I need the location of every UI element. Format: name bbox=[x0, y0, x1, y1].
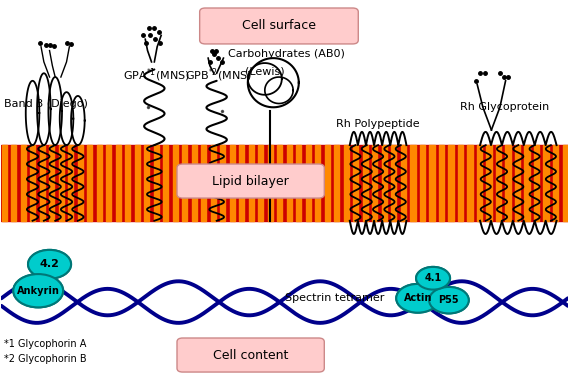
Bar bbox=[30, 145, 35, 221]
Text: *1 Glycophorin A: *1 Glycophorin A bbox=[4, 339, 87, 349]
Bar bbox=[315, 145, 320, 221]
Circle shape bbox=[13, 274, 63, 307]
Bar bbox=[486, 145, 491, 221]
Bar bbox=[448, 145, 453, 221]
Bar bbox=[97, 145, 102, 221]
Text: 4.2: 4.2 bbox=[40, 259, 60, 269]
Circle shape bbox=[28, 250, 71, 279]
Bar bbox=[77, 145, 83, 221]
Bar bbox=[515, 145, 520, 221]
Bar bbox=[220, 145, 226, 221]
Text: Band 3 (Diego): Band 3 (Diego) bbox=[4, 99, 88, 109]
Text: (Lewis): (Lewis) bbox=[245, 66, 285, 76]
Bar bbox=[335, 145, 339, 221]
Bar bbox=[467, 145, 472, 221]
Text: GPA$^{*1}$(MNS): GPA$^{*1}$(MNS) bbox=[123, 66, 190, 84]
Bar bbox=[344, 145, 349, 221]
Bar bbox=[2, 145, 7, 221]
Bar bbox=[249, 145, 254, 221]
Bar bbox=[201, 145, 207, 221]
Text: Ankyrin: Ankyrin bbox=[17, 286, 60, 296]
Bar bbox=[553, 145, 558, 221]
Bar bbox=[144, 145, 149, 221]
Text: Cell content: Cell content bbox=[213, 349, 288, 362]
Text: Actin: Actin bbox=[404, 293, 432, 303]
Bar bbox=[173, 145, 178, 221]
FancyBboxPatch shape bbox=[200, 8, 358, 44]
Bar bbox=[506, 145, 510, 221]
Circle shape bbox=[28, 250, 71, 279]
Bar bbox=[1, 145, 568, 221]
Circle shape bbox=[416, 267, 450, 290]
Bar bbox=[325, 145, 330, 221]
Text: Cell surface: Cell surface bbox=[242, 19, 316, 32]
Bar bbox=[525, 145, 530, 221]
Bar bbox=[135, 145, 140, 221]
Bar bbox=[534, 145, 539, 221]
Text: *2 Glycophorin B: *2 Glycophorin B bbox=[4, 354, 87, 364]
Bar bbox=[87, 145, 92, 221]
Bar bbox=[363, 145, 368, 221]
Bar bbox=[239, 145, 245, 221]
Circle shape bbox=[416, 267, 450, 290]
Bar bbox=[59, 145, 64, 221]
Circle shape bbox=[396, 284, 439, 313]
Text: P55: P55 bbox=[439, 295, 459, 305]
Text: Lipid bilayer: Lipid bilayer bbox=[212, 174, 289, 187]
Bar bbox=[382, 145, 387, 221]
Bar bbox=[268, 145, 273, 221]
Bar bbox=[429, 145, 435, 221]
Bar bbox=[410, 145, 416, 221]
Bar bbox=[458, 145, 463, 221]
FancyBboxPatch shape bbox=[177, 164, 324, 198]
Text: Carbohydrates (AB0): Carbohydrates (AB0) bbox=[228, 50, 345, 59]
Bar bbox=[258, 145, 263, 221]
Bar bbox=[496, 145, 501, 221]
Bar bbox=[287, 145, 292, 221]
Text: GPB$^{*2}$(MNS): GPB$^{*2}$(MNS) bbox=[185, 66, 253, 84]
Text: Spectrin tetramer: Spectrin tetramer bbox=[285, 293, 384, 303]
Bar bbox=[296, 145, 301, 221]
Text: P55: P55 bbox=[439, 295, 459, 305]
Text: Rh Polypeptide: Rh Polypeptide bbox=[336, 119, 419, 129]
Bar bbox=[373, 145, 378, 221]
FancyBboxPatch shape bbox=[177, 338, 324, 372]
Circle shape bbox=[396, 284, 439, 313]
Bar bbox=[11, 145, 16, 221]
Bar bbox=[477, 145, 482, 221]
Bar bbox=[116, 145, 121, 221]
Bar bbox=[544, 145, 549, 221]
Circle shape bbox=[13, 274, 63, 307]
Bar bbox=[21, 145, 26, 221]
Bar bbox=[306, 145, 311, 221]
Text: 4.1: 4.1 bbox=[424, 273, 441, 283]
Text: 4.2: 4.2 bbox=[40, 259, 60, 269]
Text: Actin: Actin bbox=[404, 293, 432, 303]
Bar bbox=[106, 145, 111, 221]
Bar bbox=[277, 145, 282, 221]
Bar bbox=[391, 145, 397, 221]
Bar bbox=[230, 145, 235, 221]
Bar bbox=[49, 145, 55, 221]
Bar bbox=[420, 145, 425, 221]
Text: Ankyrin: Ankyrin bbox=[17, 286, 60, 296]
Circle shape bbox=[429, 287, 469, 314]
Circle shape bbox=[429, 287, 469, 314]
Bar bbox=[125, 145, 130, 221]
Bar bbox=[40, 145, 45, 221]
Bar bbox=[211, 145, 216, 221]
Bar bbox=[354, 145, 359, 221]
Bar bbox=[183, 145, 187, 221]
Bar bbox=[163, 145, 168, 221]
Bar bbox=[401, 145, 406, 221]
Bar bbox=[68, 145, 73, 221]
Bar bbox=[192, 145, 197, 221]
Text: Rh Glycoprotein: Rh Glycoprotein bbox=[460, 102, 549, 112]
Bar bbox=[563, 145, 568, 221]
Bar bbox=[439, 145, 444, 221]
Text: 4.1: 4.1 bbox=[424, 273, 441, 283]
Bar bbox=[154, 145, 159, 221]
